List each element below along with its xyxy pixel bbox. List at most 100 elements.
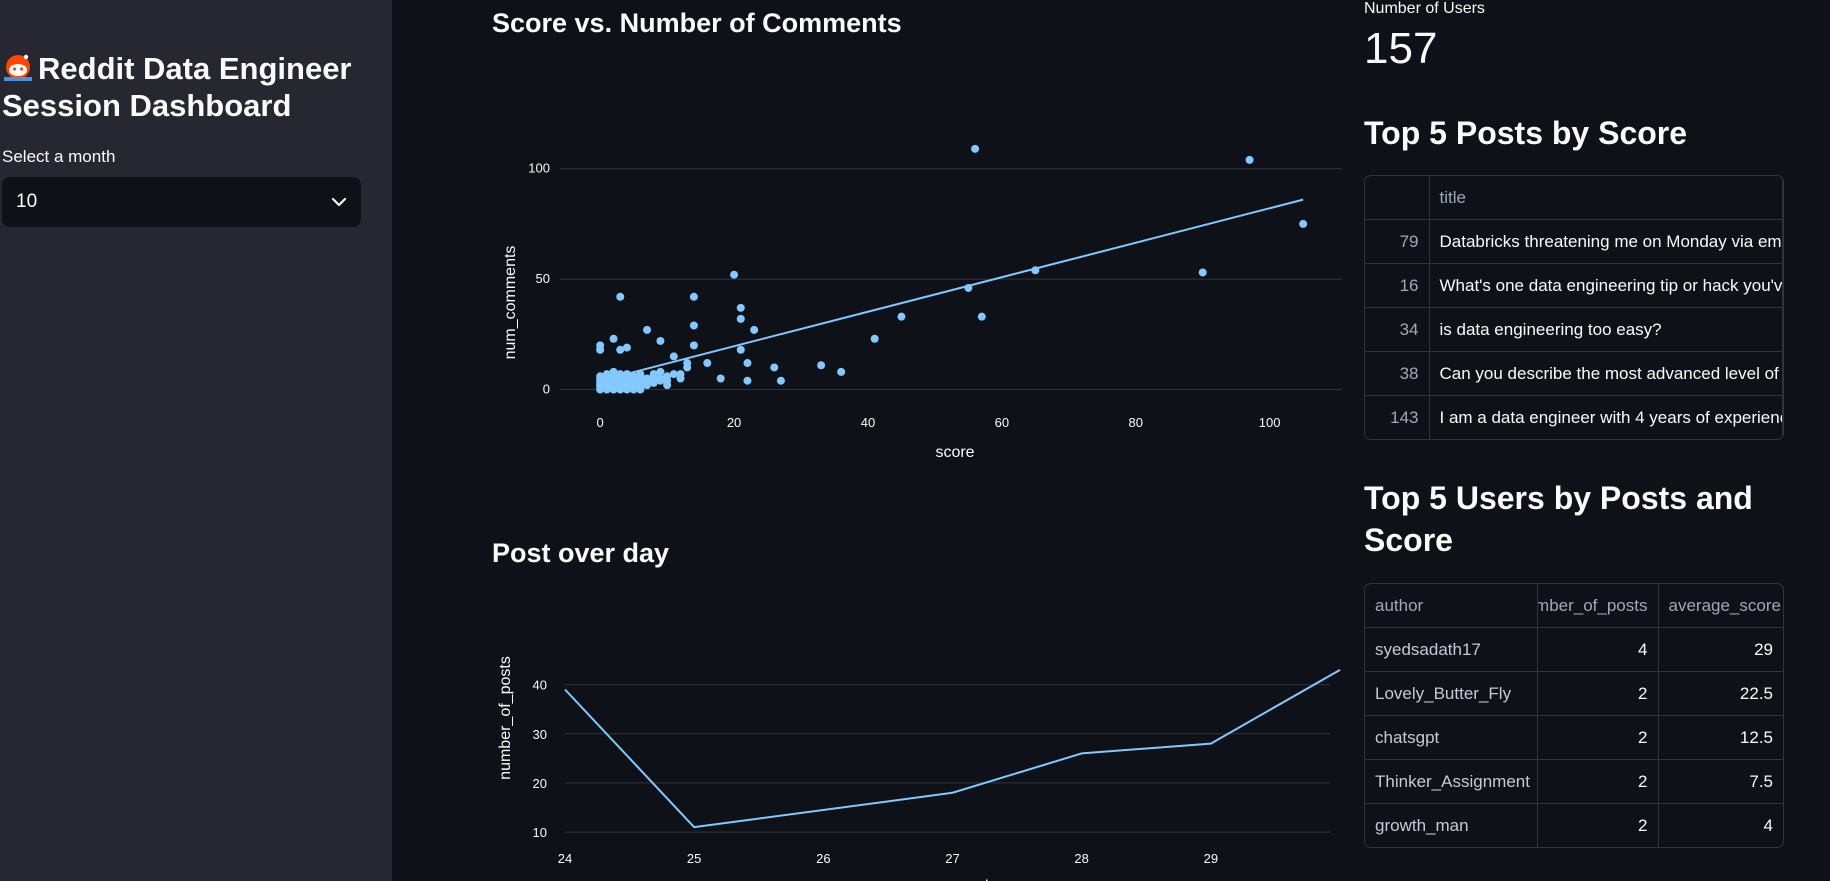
- scatter-chart-title: Score vs. Number of Comments: [492, 8, 902, 38]
- y-tick-label: 20: [533, 776, 547, 791]
- scatter-point: [609, 334, 618, 343]
- y-tick-label: 30: [533, 727, 547, 742]
- row-index: 38: [1365, 351, 1430, 396]
- author-cell: growth_man: [1365, 803, 1538, 847]
- table-row[interactable]: syedsadath17 4 29: [1365, 627, 1783, 672]
- average-score-cell: 22.5: [1657, 671, 1783, 716]
- scatter-point: [616, 345, 625, 354]
- scatter-point: [622, 370, 631, 379]
- posts-table-title: Top 5 Posts by Score: [1364, 115, 1688, 151]
- x-tick-label: 28: [1074, 851, 1088, 866]
- scatter-point: [629, 372, 638, 381]
- users-table[interactable]: author number_of_posts average_score sye…: [1364, 583, 1784, 848]
- scatter-point: [689, 341, 698, 350]
- dashboard-logo-icon: [4, 54, 32, 81]
- month-select-label: Select a month: [2, 147, 116, 166]
- metric-value: 157: [1364, 24, 1438, 73]
- author-cell: syedsadath17: [1365, 627, 1538, 672]
- posts-count-cell: 2: [1536, 803, 1659, 847]
- month-select[interactable]: 10: [2, 177, 361, 227]
- line-chart: 10 20 30 40 24 25 26 27 28 29 day number_of_posts: [497, 656, 1341, 881]
- scatter-point: [622, 343, 631, 352]
- scatter-point: [663, 372, 672, 381]
- scatter-point: [616, 370, 625, 379]
- scatter-chart: 0 50 100 0 20 40 60 80 100 score num_comments: [502, 144, 1342, 461]
- post-title-cell: is data engineering too easy?: [1428, 307, 1783, 352]
- x-tick-label: 20: [727, 415, 741, 430]
- posts-count-cell: 2: [1536, 715, 1659, 760]
- table-row[interactable]: 38 Can you describe the most advanced lev…: [1365, 351, 1783, 396]
- app-title: Reddit Data Engineer Session Dashboard: [2, 50, 382, 124]
- sidebar: Reddit Data Engineer Session Dashboard S…: [0, 0, 392, 881]
- scatter-point: [676, 370, 685, 379]
- post-title-cell: What's one data engineering tip or hack …: [1428, 263, 1783, 308]
- table-row[interactable]: Thinker_Assignment 2 7.5: [1365, 759, 1783, 804]
- scatter-point: [689, 321, 698, 330]
- y-tick-label: 0: [543, 382, 550, 397]
- x-axis-label: score: [935, 444, 974, 461]
- author-cell: Lovely_Butter_Fly: [1365, 671, 1538, 716]
- table-row[interactable]: 16 What's one data engineering tip or hac…: [1365, 263, 1783, 308]
- posts-count-cell: 2: [1536, 671, 1659, 716]
- scatter-point: [743, 359, 752, 368]
- users-table-title: Top 5 Users by Posts and Score: [1364, 480, 1753, 558]
- scatter-point: [750, 325, 759, 334]
- scatter-point: [837, 367, 846, 376]
- x-tick-label: 0: [597, 415, 604, 430]
- author-cell: Thinker_Assignment: [1365, 759, 1538, 804]
- trendline: [599, 198, 1304, 382]
- x-tick-label: 26: [816, 851, 830, 866]
- scatter-point: [643, 325, 652, 334]
- posts-index-header: [1365, 176, 1430, 220]
- scatter-point: [870, 334, 879, 343]
- author-cell: chatsgpt: [1365, 715, 1538, 760]
- x-axis-label: day: [980, 878, 1006, 881]
- table-row[interactable]: 34 is data engineering too easy?: [1365, 307, 1783, 352]
- y-tick-label: 10: [533, 825, 547, 840]
- post-title-cell: Databricks threatening me on Monday via …: [1428, 219, 1783, 264]
- scatter-point: [643, 374, 652, 383]
- y-tick-label: 100: [528, 161, 550, 176]
- table-row[interactable]: chatsgpt 2 12.5: [1365, 715, 1783, 760]
- scatter-point: [596, 341, 605, 350]
- scatter-point: [716, 374, 725, 383]
- posts-title-header[interactable]: title: [1428, 176, 1783, 220]
- row-index: 34: [1365, 307, 1430, 352]
- post-title-cell: Can you describe the most advanced level…: [1428, 351, 1783, 396]
- scatter-point: [656, 374, 665, 383]
- average-score-cell: 4: [1657, 803, 1783, 847]
- table-row[interactable]: 143 I am a data engineer with 4 years of …: [1365, 395, 1783, 439]
- row-index: 79: [1365, 219, 1430, 264]
- x-tick-label: 60: [995, 415, 1009, 430]
- scatter-point: [1031, 266, 1040, 275]
- scatter-point: [609, 367, 618, 376]
- average-score-cell: 29: [1657, 627, 1783, 672]
- average-score-header[interactable]: average_score: [1657, 584, 1783, 628]
- scatter-point: [736, 303, 745, 312]
- posts-line-series: [564, 668, 1341, 829]
- post-title-cell: I am a data engineer with 4 years of exp…: [1428, 395, 1783, 439]
- x-tick-label: 80: [1129, 415, 1143, 430]
- number-of-posts-header[interactable]: number_of_posts: [1536, 584, 1659, 628]
- x-tick-label: 25: [687, 851, 701, 866]
- y-axis-label: num_comments: [502, 246, 519, 360]
- posts-count-cell: 2: [1536, 759, 1659, 804]
- scatter-point: [683, 359, 692, 368]
- row-index: 143: [1365, 395, 1430, 439]
- author-header[interactable]: author: [1365, 584, 1538, 628]
- scatter-point: [1245, 155, 1254, 164]
- row-index: 16: [1365, 263, 1430, 308]
- scatter-point: [1299, 219, 1308, 228]
- scatter-point: [977, 312, 986, 321]
- table-row[interactable]: Lovely_Butter_Fly 2 22.5: [1365, 671, 1783, 716]
- posts-table[interactable]: title 79 Databricks threatening me on Mon…: [1364, 175, 1784, 440]
- scatter-point: [743, 376, 752, 385]
- scatter-point: [730, 270, 739, 279]
- table-row[interactable]: 79 Databricks threatening me on Monday vi…: [1365, 219, 1783, 264]
- y-tick-label: 40: [533, 678, 547, 693]
- table-row[interactable]: growth_man 2 4: [1365, 803, 1783, 847]
- x-tick-label: 100: [1259, 415, 1281, 430]
- scatter-point: [649, 370, 658, 379]
- y-tick-label: 50: [536, 271, 550, 286]
- scatter-point: [776, 376, 785, 385]
